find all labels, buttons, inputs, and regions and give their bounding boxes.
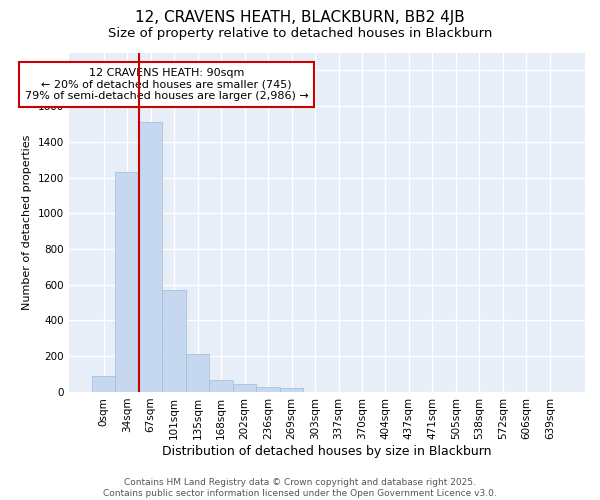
Bar xyxy=(139,122,163,392)
Text: 12 CRAVENS HEATH: 90sqm
← 20% of detached houses are smaller (745)
79% of semi-d: 12 CRAVENS HEATH: 90sqm ← 20% of detache… xyxy=(25,68,308,101)
Bar xyxy=(115,172,139,392)
Bar xyxy=(163,290,186,392)
Bar xyxy=(92,376,115,392)
Y-axis label: Number of detached properties: Number of detached properties xyxy=(22,134,32,310)
Text: Size of property relative to detached houses in Blackburn: Size of property relative to detached ho… xyxy=(108,28,492,40)
Bar xyxy=(256,386,280,392)
Bar xyxy=(209,380,233,392)
Text: Contains HM Land Registry data © Crown copyright and database right 2025.
Contai: Contains HM Land Registry data © Crown c… xyxy=(103,478,497,498)
Text: 12, CRAVENS HEATH, BLACKBURN, BB2 4JB: 12, CRAVENS HEATH, BLACKBURN, BB2 4JB xyxy=(135,10,465,25)
X-axis label: Distribution of detached houses by size in Blackburn: Distribution of detached houses by size … xyxy=(162,444,491,458)
Bar xyxy=(186,354,209,392)
Bar xyxy=(280,388,303,392)
Bar xyxy=(233,384,256,392)
